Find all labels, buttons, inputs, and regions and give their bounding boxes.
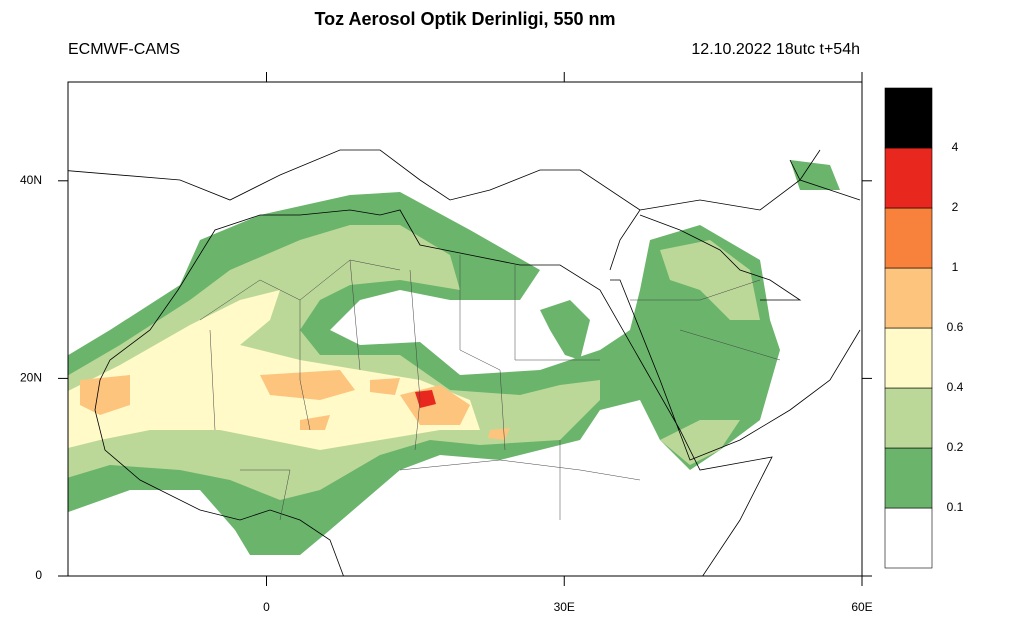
colorbar-bin xyxy=(884,447,933,509)
colorbar-label: 0.4 xyxy=(947,380,964,394)
colorbar-bin xyxy=(884,387,933,449)
colorbar-label: 2 xyxy=(952,200,959,214)
colorbar-bin xyxy=(884,267,933,329)
dust-area xyxy=(68,290,480,450)
x-tick-label: 60E xyxy=(851,600,872,614)
map-frame xyxy=(67,81,863,577)
dust-area xyxy=(68,225,600,500)
x-tick-label: 30E xyxy=(554,600,575,614)
dust-area xyxy=(660,240,760,465)
dust-area xyxy=(540,160,840,360)
y-tick-label: 40N xyxy=(20,173,42,187)
x-tick-label: 0 xyxy=(263,600,270,614)
colorbar-bin xyxy=(884,147,933,209)
y-tick-label: 0 xyxy=(35,568,42,582)
colorbar-label: 4 xyxy=(952,140,959,154)
colorbar-bin xyxy=(884,507,933,569)
colorbar-label: 0.6 xyxy=(947,320,964,334)
dust-area xyxy=(415,390,436,408)
country-borders xyxy=(199,255,781,521)
y-tick-label: 20N xyxy=(20,371,42,385)
colorbar-bin xyxy=(884,327,933,389)
subtitle-left: ECMWF-CAMS xyxy=(68,41,180,58)
title: Toz Aerosol Optik Derinligi, 550 nm xyxy=(314,9,615,29)
colorbar-label: 0.1 xyxy=(947,500,964,514)
colorbar-bin xyxy=(884,87,933,149)
map xyxy=(68,149,861,576)
coastline xyxy=(68,149,861,576)
colorbar-label: 1 xyxy=(952,260,959,274)
subtitle-right: 12.10.2022 18utc t+54h xyxy=(691,41,860,58)
colorbar-label: 0.2 xyxy=(947,440,964,454)
colorbar-bin xyxy=(884,207,933,269)
